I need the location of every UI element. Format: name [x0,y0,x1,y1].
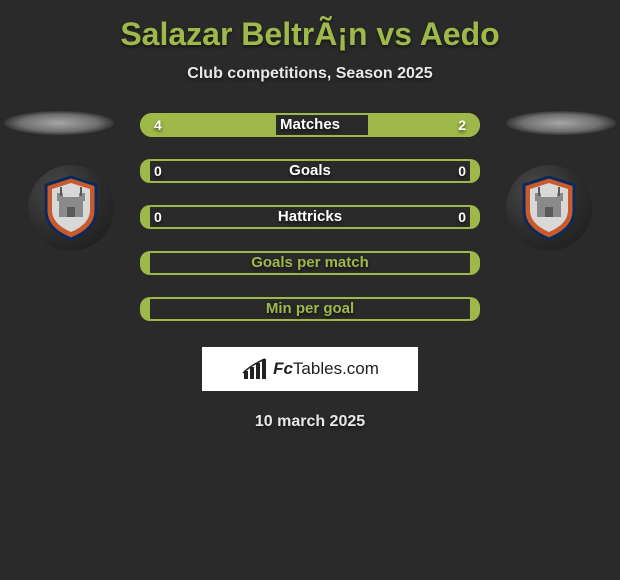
brand-text: FcTables.com [273,359,379,379]
stat-row: Matches4 2 [140,113,480,137]
stat-label: Min per goal [140,297,480,321]
stat-label: Matches [140,113,480,137]
stat-value-right: 2 [458,113,466,137]
stats-area: Matches42Goals00Hattricks00Goals per mat… [0,113,620,321]
stat-row: Goals0 0 [140,159,480,183]
shadow-left [4,111,114,135]
stat-value-left: 4 [154,113,162,137]
stat-label: Hattricks [140,205,480,229]
stat-row: Hattricks0 0 [140,205,480,229]
stat-row: Goals per match [140,251,480,275]
shadow-right [506,111,616,135]
stat-value-left: 0 [154,205,162,229]
stat-row: Min per goal [140,297,480,321]
stat-label: Goals [140,159,480,183]
stat-value-left: 0 [154,159,162,183]
shield-icon [519,175,579,241]
team-crest-right [506,165,592,251]
stat-value-right: 0 [458,159,466,183]
chart-bar-icon [241,357,269,381]
page-title: Salazar BeltrÃ¡n vs Aedo [0,8,620,65]
stat-label: Goals per match [140,251,480,275]
stat-value-right: 0 [458,205,466,229]
stat-rows: Matches42Goals00Hattricks00Goals per mat… [140,113,480,321]
comparison-widget: Salazar BeltrÃ¡n vs Aedo Club competitio… [0,0,620,439]
brand-box[interactable]: FcTables.com [202,347,418,391]
page-subtitle: Club competitions, Season 2025 [0,65,620,113]
footer-date: 10 march 2025 [0,413,620,431]
team-crest-left [28,165,114,251]
shield-icon [41,175,101,241]
